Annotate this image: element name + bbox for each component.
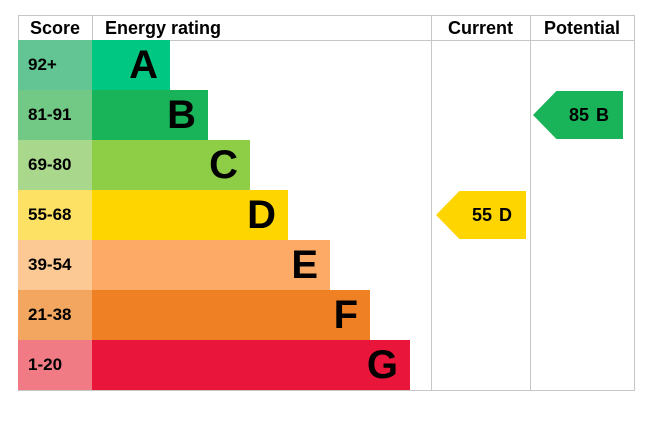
band-row-a: 92+ A <box>18 40 635 90</box>
band-bar-e: E <box>92 240 330 290</box>
band-bar-a: A <box>92 40 170 90</box>
current-rating-score: 55 <box>471 204 493 225</box>
score-range-b: 81-91 <box>18 90 92 140</box>
column-header-energy-rating: Energy rating <box>105 18 222 38</box>
score-column-divider <box>92 15 93 41</box>
score-range-a: 92+ <box>18 40 92 90</box>
band-row-f: 21-38 F <box>18 290 635 340</box>
table-top-border <box>18 15 635 16</box>
column-header-potential: Potential <box>543 18 620 38</box>
band-row-d: 55-68 D <box>18 190 635 240</box>
band-row-g: 1-20 G <box>18 340 635 390</box>
table-left-border <box>18 15 19 41</box>
column-header-score: Score <box>29 18 81 38</box>
band-row-c: 69-80 C <box>18 140 635 190</box>
band-bar-b: B <box>92 90 208 140</box>
score-range-e: 39-54 <box>18 240 92 290</box>
band-bar-c: C <box>92 140 250 190</box>
epc-table: Score Energy rating Current Potential 92… <box>18 15 635 391</box>
potential-rating-score: 85 <box>568 104 590 125</box>
potential-column-divider <box>530 15 531 391</box>
band-bar-d: D <box>92 190 288 240</box>
band-bar-g: G <box>92 340 410 390</box>
band-bar-f: F <box>92 290 370 340</box>
score-range-c: 69-80 <box>18 140 92 190</box>
score-range-f: 21-38 <box>18 290 92 340</box>
current-rating-band: D <box>499 204 513 225</box>
band-row-e: 39-54 E <box>18 240 635 290</box>
header-bottom-border <box>18 40 635 41</box>
band-row-b: 81-91 B <box>18 90 635 140</box>
score-range-g: 1-20 <box>18 340 92 390</box>
potential-rating-band: B <box>596 104 610 125</box>
table-right-border <box>634 15 635 391</box>
column-header-current: Current <box>447 18 513 38</box>
current-column-divider <box>431 15 432 391</box>
score-range-d: 55-68 <box>18 190 92 240</box>
table-bottom-border <box>18 390 635 391</box>
